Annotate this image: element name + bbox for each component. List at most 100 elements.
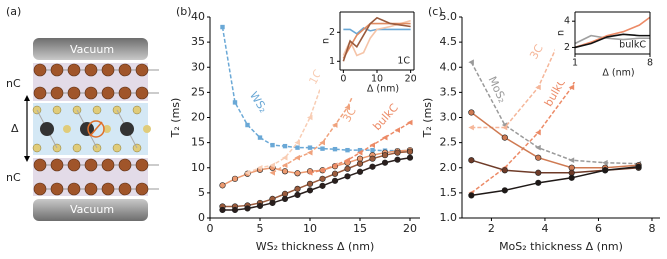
marker (602, 167, 609, 174)
y-tick-label: 35 (191, 35, 205, 48)
marker (269, 199, 276, 207)
y-tick-label: 4 (564, 16, 570, 27)
marker (394, 156, 401, 163)
marker (244, 205, 251, 212)
marker (245, 122, 250, 128)
marker (231, 206, 239, 214)
marker (357, 147, 363, 153)
y-tick-label: 30 (191, 60, 205, 73)
marker (256, 202, 264, 210)
marker (220, 24, 225, 30)
panel-label: (b) (176, 5, 192, 18)
marker (269, 162, 275, 169)
marker (331, 177, 339, 184)
x-tick-label: 0 (340, 74, 346, 85)
marker (344, 165, 351, 172)
y-tick-label: 5.0 (440, 10, 458, 23)
atom (50, 63, 64, 77)
atom (101, 63, 115, 77)
atom (135, 63, 149, 77)
x-tick-label: 20 (405, 74, 417, 85)
x-tick-label: 2 (488, 222, 495, 235)
qubit (87, 120, 105, 138)
atom (67, 86, 81, 100)
series-line (222, 156, 411, 211)
series-line (574, 33, 650, 49)
y-tick-label: 3.0 (440, 111, 458, 124)
atom (50, 86, 64, 100)
atom (32, 143, 42, 153)
marker (602, 159, 608, 166)
y-tick-label: 0 (198, 211, 205, 224)
marker (294, 170, 301, 177)
marker (468, 192, 475, 199)
marker (382, 134, 388, 141)
atom (63, 125, 71, 133)
atom (50, 158, 64, 172)
marker (282, 162, 288, 169)
marker (406, 148, 414, 155)
series-line (342, 16, 411, 62)
marker (568, 84, 575, 91)
y-axis-label: n (556, 30, 567, 36)
layer-label: nC (6, 171, 21, 184)
series-label: bulkC (370, 101, 401, 133)
x-tick-label: 20 (403, 222, 417, 235)
atom (118, 182, 132, 196)
vacuum-label: Vacuum (70, 203, 114, 216)
y-tick-label: 15 (191, 136, 205, 149)
atom (101, 182, 115, 196)
marker (468, 59, 474, 66)
atom (72, 143, 82, 153)
marker (219, 182, 226, 189)
gap-label: Δ (11, 122, 19, 135)
marker (319, 167, 325, 174)
y-tick-label: 1.0 (440, 211, 458, 224)
series-label: WS₂ (247, 89, 270, 115)
x-axis-label: Δ (nm) (367, 84, 399, 95)
marker (257, 135, 263, 140)
marker (501, 134, 508, 141)
series-line (272, 79, 361, 174)
atom (84, 63, 98, 77)
vacuum-slab (33, 38, 148, 60)
marker (568, 157, 575, 164)
marker (468, 124, 474, 131)
marker (294, 185, 301, 192)
atom (52, 105, 62, 115)
atom (112, 143, 122, 153)
marker (332, 162, 338, 169)
marker (344, 157, 350, 164)
y-axis-label: T₂ (ms) (421, 98, 434, 139)
x-tick-label: 10 (303, 222, 317, 235)
atom (101, 86, 115, 100)
marker (282, 143, 288, 149)
series-line (342, 22, 411, 59)
y-tick-label: 3.5 (440, 85, 458, 98)
x-tick-label: 0 (207, 222, 214, 235)
inset-tag: bulkC (619, 40, 646, 51)
panel-label: (c) (428, 5, 443, 18)
atom (84, 86, 98, 100)
marker (332, 146, 338, 152)
marker (394, 127, 400, 133)
marker (232, 100, 238, 105)
y-tick-label: 2 (329, 27, 335, 38)
series-line (470, 61, 639, 165)
y-axis-label: n (321, 38, 332, 44)
marker (535, 169, 542, 176)
y-tick-label: 20 (191, 111, 205, 124)
marker (219, 206, 226, 214)
layer-label: nC (6, 77, 21, 90)
marker (306, 187, 314, 194)
marker (369, 163, 376, 170)
series-label: MoS₂ (486, 74, 509, 105)
y-tick-label: 4.5 (440, 35, 458, 48)
x-tick-label: 8 (647, 58, 653, 69)
marker (501, 167, 508, 174)
marker (501, 124, 508, 131)
x-tick-label: 4 (541, 222, 548, 235)
marker (332, 122, 338, 128)
atom (33, 158, 47, 172)
